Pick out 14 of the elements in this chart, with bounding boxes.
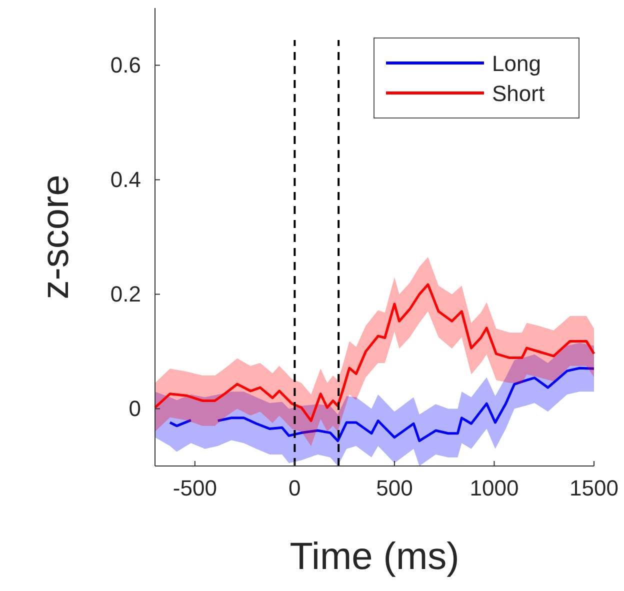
legend-label: Short [492,81,545,106]
y-tick-label: 0.6 [110,52,141,78]
legend-label: Long [492,51,541,76]
y-axis-title: z-score [35,174,77,300]
x-tick-label: 1500 [570,476,618,501]
y-tick-label: 0 [128,396,141,421]
x-tick-label: 0 [288,476,301,501]
y-tick-label: 0.2 [110,281,141,306]
x-tick-label: 500 [376,476,413,501]
x-axis-title: Time (ms) [290,536,460,578]
y-tick-label: 0.4 [110,166,141,192]
line-series [154,283,596,422]
x-tick-label: 1000 [470,476,519,501]
x-tick-label: -500 [172,476,217,501]
